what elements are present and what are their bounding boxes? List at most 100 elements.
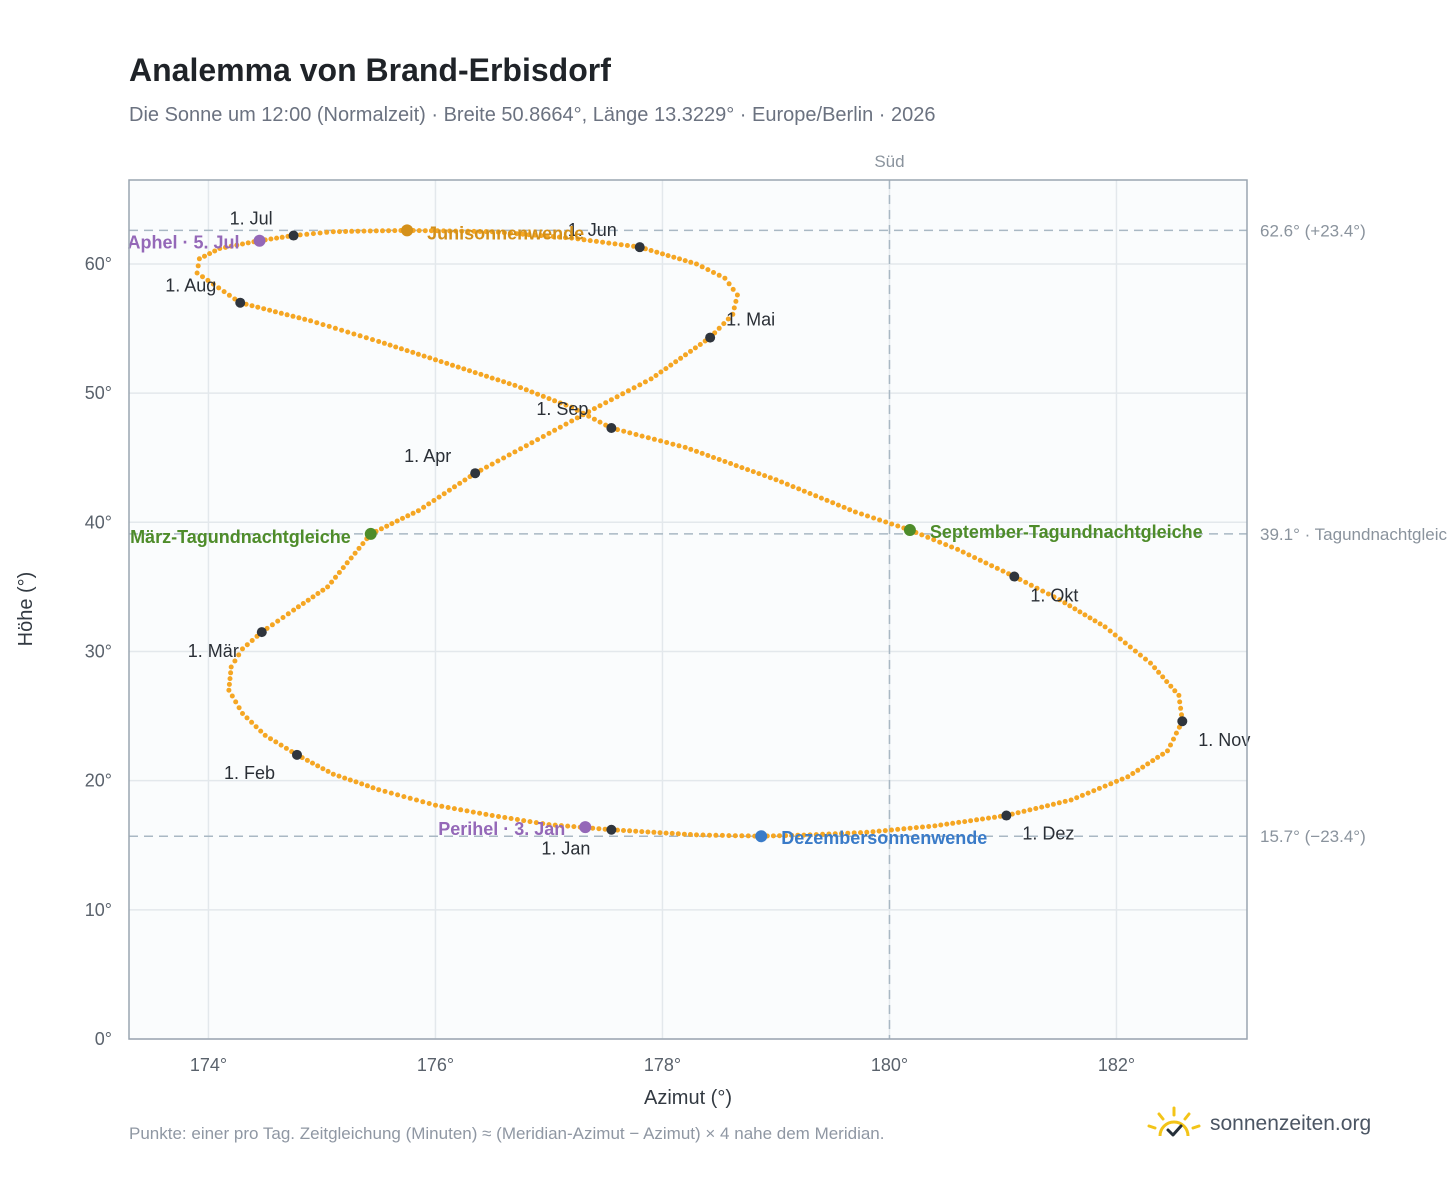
analemma-dot (716, 457, 722, 462)
analemma-dot (478, 371, 484, 377)
analemma-dot (330, 229, 336, 235)
special-point (401, 224, 414, 237)
analemma-dot (1132, 648, 1138, 654)
analemma-dot (645, 435, 651, 441)
analemma-dot (673, 359, 679, 365)
analemma-dot (501, 230, 507, 236)
analemma-dot (407, 795, 413, 801)
analemma-dot (722, 275, 728, 281)
analemma-dot (992, 814, 997, 820)
analemma-dot (221, 289, 227, 295)
analemma-dot (972, 555, 978, 561)
analemma-dot (1117, 636, 1123, 642)
y-tick-label: 40° (85, 512, 112, 532)
analemma-dot (458, 807, 464, 813)
analemma-dot (343, 229, 349, 234)
analemma-dot (514, 817, 520, 822)
analemma-dot (441, 491, 447, 497)
analemma-dot (651, 829, 657, 835)
analemma-dot (195, 263, 201, 269)
analemma-dot (699, 450, 705, 456)
analemma-dot (986, 815, 991, 821)
analemma-dot (465, 228, 471, 234)
analemma-dot (1085, 790, 1091, 796)
analemma-dot (540, 434, 546, 439)
analemma-dot (529, 440, 535, 446)
special-points: Junisonnenwende Dezembersonnenwende März-T… (127, 223, 1202, 848)
analemma-dot (777, 833, 782, 839)
analemma-dot (279, 234, 285, 240)
analemma-dot (726, 281, 732, 287)
analemma-dot (795, 832, 801, 838)
analemma-dot (200, 274, 205, 280)
analemma-dot (339, 327, 345, 333)
analemma-dot (950, 820, 956, 826)
analemma-dot (461, 366, 467, 372)
month-marker-label: 1. Jan (541, 839, 590, 859)
analemma-dot (352, 550, 358, 556)
analemma-dot (426, 501, 432, 507)
analemma-dot (565, 823, 571, 829)
analemma-dot (540, 821, 546, 827)
analemma-dot (357, 333, 363, 339)
analemma-dot (841, 504, 847, 510)
analemma-dot (274, 235, 280, 241)
y-axis-label: Höhe (°) (15, 572, 37, 647)
analemma-dot (980, 816, 985, 822)
analemma-dot (489, 229, 495, 235)
analemma-dot (387, 342, 393, 348)
analemma-dot (580, 410, 586, 416)
analemma-dot (240, 711, 245, 716)
analemma-dot (232, 658, 238, 664)
analemma-dot (527, 819, 533, 825)
analemma-dot (210, 281, 216, 287)
analemma-dot (651, 436, 657, 442)
brand-logo[interactable]: sonnenzeiten.org (1146, 1104, 1371, 1144)
analemma-dot (627, 430, 633, 436)
analemma-dot (762, 473, 768, 479)
analemma-dot (380, 228, 385, 234)
analemma-dot (453, 228, 459, 234)
analemma-dot (658, 369, 664, 375)
analemma-dot (883, 519, 889, 525)
analemma-dot (653, 373, 659, 378)
analemma-dot (1096, 785, 1102, 791)
month-marker (705, 332, 716, 343)
analemma-dot (1091, 788, 1097, 794)
analemma-dot (410, 349, 416, 355)
analemma-dot (889, 827, 894, 833)
month-marker (1009, 571, 1020, 582)
analemma-dot (194, 270, 200, 276)
analemma-dot (217, 246, 223, 251)
analemma-dot (593, 238, 599, 244)
analemma-dot (455, 364, 461, 370)
analemma-dot (1176, 692, 1182, 698)
month-marker (1001, 810, 1012, 821)
analemma-dot (462, 477, 468, 483)
analemma-dot (627, 828, 633, 834)
analemma-dot (552, 427, 558, 433)
month-marker-label: 1. Okt (1030, 586, 1078, 606)
analemma-dot (302, 316, 308, 322)
analemma-dot (544, 233, 550, 239)
analemma-dot (261, 306, 267, 312)
analemma-dot (512, 382, 518, 388)
analemma-dot (734, 292, 740, 298)
analemma-dot (608, 397, 614, 403)
special-point-label: Perihel · 3. Jan (438, 819, 565, 839)
analemma-dot (477, 810, 483, 816)
month-marker (288, 230, 299, 241)
analemma-dot (1077, 609, 1083, 615)
analemma-dot (563, 235, 568, 241)
analemma-dot (1127, 644, 1133, 650)
analemma-dot (280, 615, 286, 620)
analemma-dot (938, 822, 944, 828)
analemma-dot (284, 312, 290, 318)
analemma-dot (373, 228, 379, 234)
x-tick-label: 180° (871, 1055, 908, 1075)
special-point-label: Junisonnenwende (427, 223, 584, 243)
analemma-dot (484, 464, 489, 470)
analemma-dot (344, 560, 350, 566)
analemma-dot (305, 597, 311, 603)
chart-subtitle: Die Sonne um 12:00 (Normalzeit) · Breite… (129, 104, 936, 126)
